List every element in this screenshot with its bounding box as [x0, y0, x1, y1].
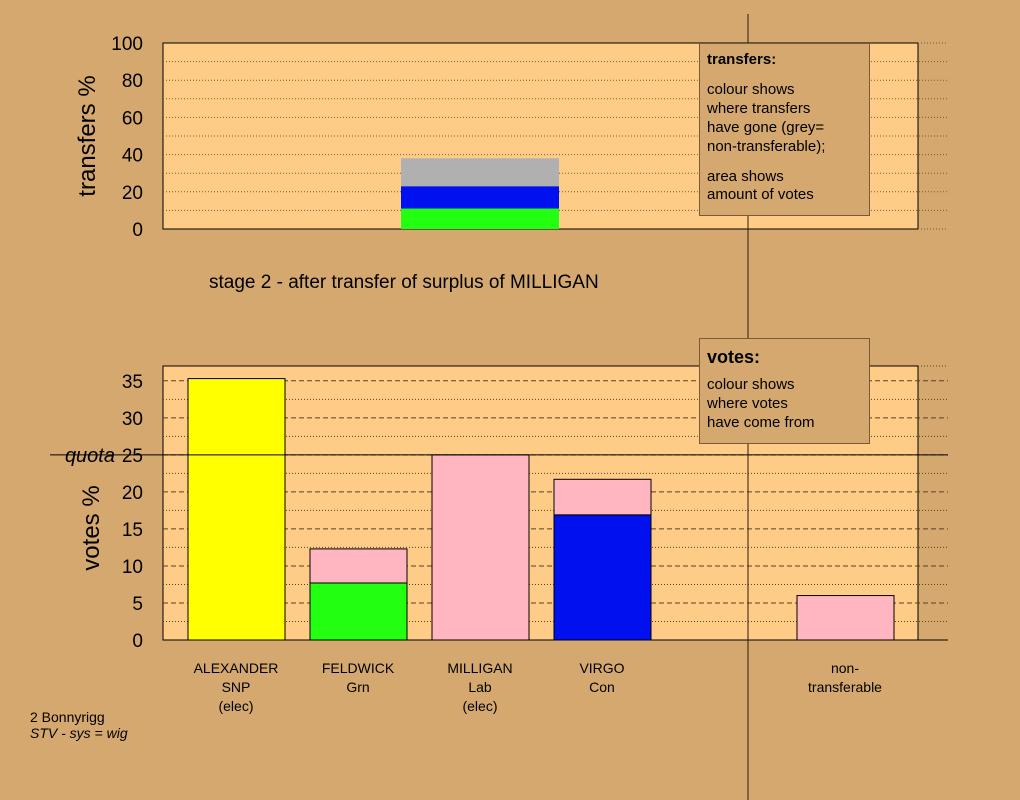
transfers-legend-line: colour shows: [707, 81, 795, 98]
votes-legend-line: colour shows: [707, 376, 795, 393]
transfers-legend-line: non-transferable);: [707, 138, 826, 155]
vote-bar-segment: [187, 378, 286, 641]
candidate-status: (elec): [218, 698, 254, 714]
y-tick-label: 20: [122, 483, 143, 504]
y-tick-label: 60: [122, 108, 143, 129]
transfers-legend-title: transfers:: [707, 51, 777, 68]
y-tick-label: 100: [111, 34, 143, 55]
candidate-label: FELDWICK Grn: [288, 659, 428, 697]
y-tick-label: 20: [122, 183, 143, 204]
transfer-bar-segment: [401, 186, 559, 209]
transfers-legend-line: area shows: [707, 168, 784, 185]
votes-legend: votes: colour shows where votes have com…: [699, 338, 870, 444]
candidate-party: Lab: [468, 679, 492, 695]
candidate-status: (elec): [462, 698, 498, 714]
y-axis-label: votes %: [78, 485, 105, 570]
candidate-name: MILLIGAN: [447, 660, 513, 676]
candidate-party: Con: [589, 679, 615, 695]
candidate-label: VIRGO Con: [532, 659, 672, 697]
transfers-legend-line: have gone (grey=: [707, 119, 825, 136]
candidate-name: FELDWICK: [321, 660, 395, 676]
y-tick-label: 25: [122, 446, 143, 467]
candidate-label: MILLIGAN Lab (elec): [410, 659, 550, 716]
candidate-name: ALEXANDER: [193, 660, 279, 676]
stage-caption: stage 2 - after transfer of surplus of M…: [209, 272, 599, 293]
footer-district: 2 Bonnyrigg: [30, 709, 105, 725]
y-tick-label: 15: [122, 520, 143, 541]
vote-bar-segment: [431, 454, 530, 641]
y-tick-label: 80: [122, 71, 143, 92]
transfer-bar-segment: [401, 158, 559, 187]
quota-label: quota: [65, 445, 115, 467]
y-axis-label: transfers %: [74, 75, 101, 196]
transfers-legend: transfers: colour shows where transfers …: [699, 43, 870, 216]
y-tick-label: 0: [132, 631, 143, 652]
y-tick-label: 10: [122, 557, 143, 578]
candidate-name: VIRGO: [579, 660, 625, 676]
candidate-party: Grn: [346, 679, 370, 695]
candidate-label: non- transferable: [775, 659, 915, 697]
y-tick-label: 0: [132, 220, 143, 241]
transfers-legend-line: amount of votes: [707, 186, 814, 203]
y-tick-label: 35: [122, 372, 143, 393]
candidate-name: non-: [830, 660, 860, 676]
footer-system: STV - sys = wig: [30, 725, 128, 741]
candidate-party: SNP: [221, 679, 251, 695]
y-tick-label: 30: [122, 409, 143, 430]
transfer-bar-segment: [401, 208, 559, 229]
y-tick-label: 5: [132, 594, 143, 615]
votes-legend-line: where votes: [707, 395, 788, 412]
votes-legend-line: have come from: [707, 414, 815, 431]
votes-legend-title: votes:: [707, 347, 761, 367]
vote-bar-segment: [309, 582, 408, 641]
y-tick-label: 40: [122, 146, 143, 167]
vote-bar-segment: [553, 478, 652, 516]
vote-bar-segment: [796, 595, 895, 641]
transfers-legend-line: where transfers: [707, 100, 811, 117]
vote-bar-segment: [309, 548, 408, 584]
vote-bar-segment: [553, 514, 652, 641]
candidate-label: ALEXANDER SNP (elec): [166, 659, 306, 716]
candidate-party: transferable: [808, 679, 882, 695]
